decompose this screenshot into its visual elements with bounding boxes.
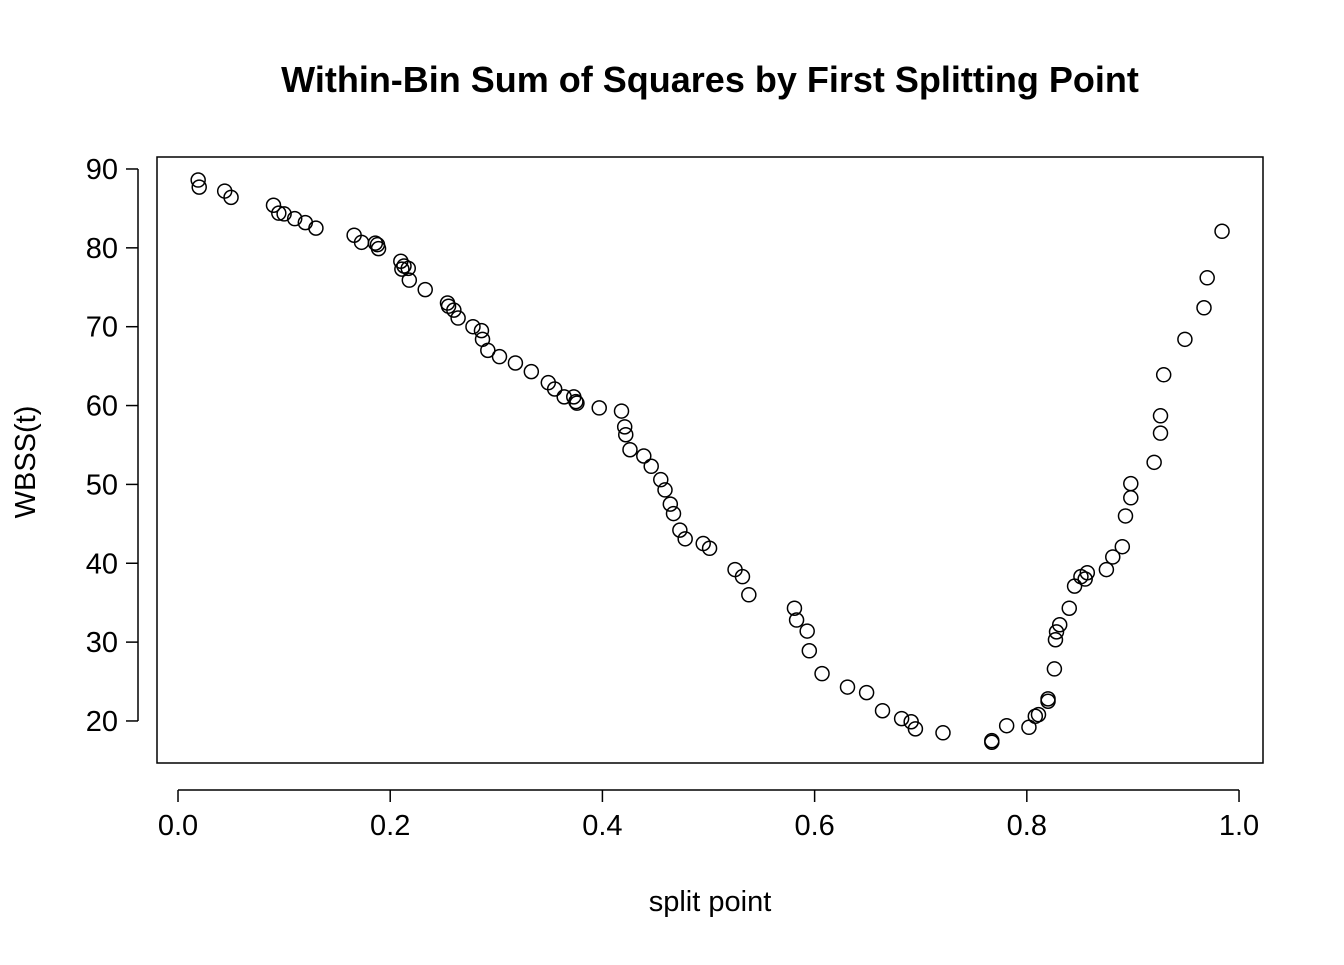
point xyxy=(1146,454,1162,471)
point xyxy=(858,684,875,701)
point xyxy=(799,623,815,639)
point xyxy=(440,298,457,314)
point xyxy=(1061,600,1078,616)
x-tick-label: 0.6 xyxy=(794,810,834,842)
chart-title: Within-Bin Sum of Squares by First Split… xyxy=(281,59,1139,100)
point xyxy=(223,189,239,206)
point xyxy=(1177,331,1193,348)
point xyxy=(591,400,607,416)
point xyxy=(672,522,688,538)
point xyxy=(874,702,891,719)
y-tick-label: 20 xyxy=(86,706,118,738)
x-tick-label: 0.4 xyxy=(582,810,622,842)
point xyxy=(1155,367,1172,383)
point xyxy=(190,172,206,188)
point xyxy=(677,531,693,547)
point xyxy=(286,210,303,227)
point xyxy=(1123,475,1139,492)
point xyxy=(191,179,207,195)
point xyxy=(265,197,282,214)
point xyxy=(1040,691,1056,707)
point xyxy=(786,600,803,616)
point xyxy=(491,348,508,365)
point xyxy=(741,587,757,603)
plot-box xyxy=(156,156,1264,764)
point xyxy=(984,734,1000,751)
point xyxy=(998,717,1015,734)
point xyxy=(616,419,633,435)
x-tick-label: 0.2 xyxy=(370,810,410,842)
point xyxy=(523,363,540,380)
y-tick-label: 80 xyxy=(86,233,118,265)
point xyxy=(308,220,324,236)
point xyxy=(401,272,418,288)
point xyxy=(636,448,652,464)
point xyxy=(618,426,634,443)
point xyxy=(893,710,910,727)
point xyxy=(446,302,462,318)
point xyxy=(1123,490,1139,506)
point xyxy=(1114,538,1131,555)
point xyxy=(1152,425,1169,441)
point xyxy=(400,260,416,277)
point xyxy=(480,342,496,359)
point xyxy=(474,331,491,348)
x-tick-label: 1.0 xyxy=(1219,810,1259,842)
point xyxy=(1214,223,1230,240)
point xyxy=(1048,624,1065,640)
point xyxy=(653,471,669,488)
point xyxy=(1199,270,1215,286)
point xyxy=(801,643,818,659)
point xyxy=(1077,571,1093,587)
y-tick-label: 50 xyxy=(86,469,118,501)
point xyxy=(1098,561,1115,578)
point xyxy=(1105,549,1121,565)
point xyxy=(662,496,679,512)
point xyxy=(1196,300,1212,316)
x-tick-label: 0.8 xyxy=(1007,810,1047,842)
point xyxy=(907,721,924,737)
x-tick-label: 0.0 xyxy=(158,810,198,842)
point xyxy=(1066,578,1083,594)
point xyxy=(788,612,805,628)
point xyxy=(450,310,466,326)
point xyxy=(1051,617,1068,633)
point xyxy=(613,403,630,419)
y-tick-label: 30 xyxy=(86,627,118,659)
point xyxy=(643,458,659,475)
point xyxy=(394,261,410,277)
point xyxy=(1047,631,1064,648)
y-tick-label: 70 xyxy=(86,312,118,344)
point xyxy=(701,540,718,557)
point xyxy=(370,240,387,257)
point xyxy=(417,281,433,298)
point xyxy=(1046,661,1063,677)
point xyxy=(935,725,951,741)
point xyxy=(734,568,751,585)
point xyxy=(665,505,682,522)
point xyxy=(546,381,563,397)
point xyxy=(1030,706,1047,723)
point xyxy=(465,318,481,335)
point xyxy=(568,393,584,410)
point xyxy=(473,322,490,339)
y-axis-label: WBSS(t) xyxy=(10,406,42,519)
point xyxy=(839,679,856,695)
point xyxy=(657,482,673,498)
y-tick-label: 40 xyxy=(86,548,118,580)
point xyxy=(1079,564,1096,581)
point xyxy=(1117,508,1134,524)
point xyxy=(507,355,524,371)
point xyxy=(569,395,585,411)
point xyxy=(622,441,638,458)
point xyxy=(276,206,292,222)
y-tick-label: 60 xyxy=(86,391,118,423)
y-tick-label: 90 xyxy=(86,154,118,186)
point xyxy=(814,665,830,682)
point xyxy=(271,205,287,221)
point xyxy=(1152,408,1169,424)
x-axis-label: split point xyxy=(649,886,772,918)
